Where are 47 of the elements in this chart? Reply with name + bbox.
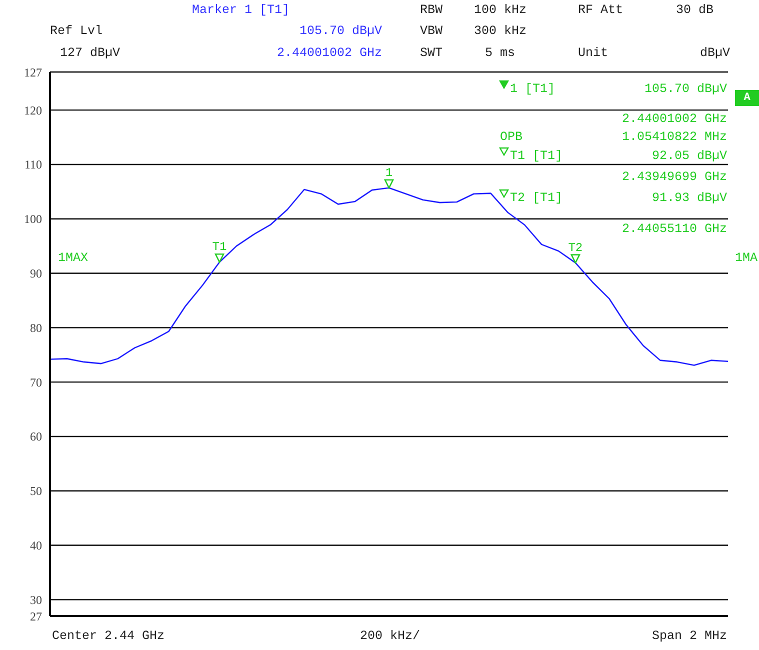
annotation: 92.05 dBµV: [652, 149, 728, 163]
y-tick-label: 40: [30, 538, 42, 553]
text: dBµV: [700, 46, 730, 60]
annotation: OPB: [500, 130, 523, 144]
text: SWT: [420, 46, 443, 60]
text: Span 2 MHz: [652, 629, 727, 643]
text: 300 kHz: [474, 24, 527, 38]
text: 30 dB: [676, 3, 714, 17]
annotation: 2.44001002 GHz: [622, 112, 727, 126]
y-tick-label: 100: [24, 212, 42, 226]
text: 100 kHz: [474, 3, 527, 17]
y-tick-label: 110: [24, 158, 42, 172]
annotation: T1 [T1]: [510, 149, 563, 163]
text: RF Att: [578, 3, 624, 17]
annotation: 2.43949699 GHz: [622, 170, 727, 184]
text: Center 2.44 GHz: [52, 629, 165, 643]
text: RBW: [420, 3, 443, 17]
text: 105.70 dBµV: [299, 24, 382, 38]
text: A: [744, 92, 751, 104]
text: 5 ms: [484, 46, 515, 60]
annotation: 1MAX: [58, 251, 89, 265]
y-tick-label: 80: [30, 320, 42, 335]
annotation: 91.93 dBµV: [652, 191, 728, 205]
annotation: 1.05410822 MHz: [622, 130, 727, 144]
text: VBW: [420, 24, 443, 38]
text: Unit: [578, 46, 608, 60]
text: Ref Lvl: [50, 24, 103, 38]
annotation: 1: [385, 166, 393, 180]
y-tick-label: 50: [30, 484, 42, 498]
annotation: 1 [T1]: [510, 82, 556, 96]
annotation: 105.70 dBµV: [644, 82, 728, 96]
y-tick-label: 120: [24, 103, 42, 118]
y-tick-label: 30: [30, 592, 42, 607]
text: 200 kHz/: [360, 629, 420, 643]
y-tick-label: 60: [30, 430, 42, 444]
y-tick-label: 127: [24, 65, 42, 80]
text: 2.44001002 GHz: [276, 46, 382, 60]
annotation: T1: [212, 240, 227, 254]
y-tick-label: 70: [30, 375, 42, 390]
text: 127 dBµV: [60, 46, 121, 60]
y-tick-label: 27: [30, 609, 42, 624]
annotation: T2: [568, 240, 583, 255]
annotation: T2 [T1]: [510, 191, 563, 205]
text: 1MA: [735, 251, 758, 265]
y-tick-label: 90: [30, 266, 42, 281]
annotation: 2.44055110 GHz: [622, 222, 727, 236]
text: Marker 1 [T1]: [192, 3, 290, 17]
